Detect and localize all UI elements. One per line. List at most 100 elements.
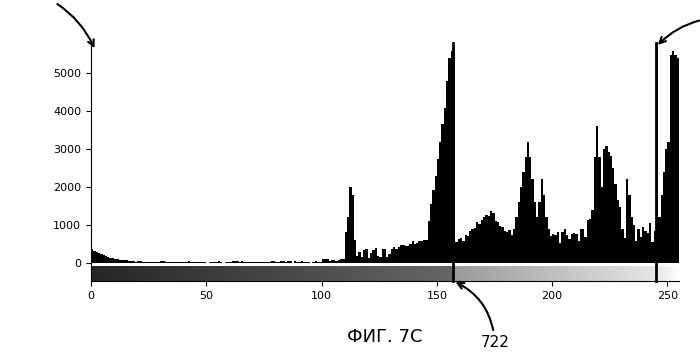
Bar xyxy=(128,261,130,263)
Bar xyxy=(514,266,516,281)
Bar xyxy=(97,266,98,281)
Bar xyxy=(309,266,310,281)
Bar xyxy=(125,266,127,281)
Bar xyxy=(170,266,172,281)
Bar xyxy=(415,266,416,281)
Bar xyxy=(307,266,308,281)
Bar xyxy=(629,194,631,263)
Bar xyxy=(658,266,659,281)
Bar xyxy=(147,266,148,281)
Bar xyxy=(308,262,310,263)
Bar xyxy=(150,266,152,281)
Bar xyxy=(640,266,641,281)
Bar xyxy=(232,266,233,281)
Bar xyxy=(525,266,526,281)
Bar xyxy=(539,266,540,281)
Bar xyxy=(284,266,285,281)
Bar xyxy=(335,261,337,263)
Bar xyxy=(379,266,380,281)
Bar xyxy=(369,266,370,281)
Bar xyxy=(368,258,370,263)
Bar xyxy=(276,262,278,263)
Bar xyxy=(109,266,111,281)
Bar xyxy=(382,266,383,281)
Bar xyxy=(377,266,378,281)
Bar xyxy=(199,266,200,281)
Bar xyxy=(248,262,250,263)
Bar xyxy=(314,266,315,281)
Bar xyxy=(550,236,552,263)
Bar xyxy=(299,266,300,281)
Bar xyxy=(121,260,123,263)
Bar xyxy=(656,47,658,263)
Bar xyxy=(426,266,428,281)
Bar xyxy=(164,262,167,263)
Bar xyxy=(232,261,234,263)
Bar xyxy=(163,266,164,281)
Bar xyxy=(522,266,523,281)
Bar xyxy=(649,224,651,263)
Bar xyxy=(112,258,114,263)
Bar xyxy=(358,266,360,281)
Bar xyxy=(354,240,356,263)
Bar xyxy=(220,262,223,263)
Bar xyxy=(577,266,578,281)
Bar xyxy=(116,266,118,281)
Bar xyxy=(104,266,105,281)
Bar xyxy=(655,266,656,281)
Bar xyxy=(407,246,410,263)
Bar xyxy=(526,266,527,281)
Bar xyxy=(131,266,132,281)
Bar xyxy=(416,243,419,263)
Bar xyxy=(679,66,681,263)
Bar xyxy=(481,220,483,263)
Bar xyxy=(529,157,531,263)
Bar xyxy=(329,266,330,281)
Bar xyxy=(424,266,425,281)
Bar xyxy=(500,266,501,281)
Bar xyxy=(401,266,402,281)
Bar xyxy=(243,266,244,281)
Bar xyxy=(92,266,93,281)
Bar xyxy=(354,266,355,281)
Bar xyxy=(563,266,564,281)
Bar xyxy=(374,248,377,263)
Bar xyxy=(640,237,642,263)
Bar xyxy=(579,266,580,281)
Bar xyxy=(456,266,457,281)
Bar xyxy=(152,266,153,281)
Bar xyxy=(259,266,260,281)
Bar xyxy=(169,266,170,281)
Bar xyxy=(129,266,130,281)
Bar xyxy=(672,266,673,281)
Bar xyxy=(356,256,358,263)
Bar xyxy=(588,266,589,281)
Bar xyxy=(587,266,588,281)
Bar xyxy=(566,266,568,281)
Bar xyxy=(444,266,446,281)
Bar xyxy=(410,266,412,281)
Bar xyxy=(664,266,665,281)
Bar xyxy=(494,266,495,281)
Bar xyxy=(174,262,176,263)
Bar xyxy=(460,238,462,263)
Bar xyxy=(538,266,539,281)
Bar xyxy=(608,152,610,263)
Bar xyxy=(625,266,626,281)
Bar xyxy=(455,242,458,263)
Text: 720: 720 xyxy=(23,0,94,46)
Bar xyxy=(425,266,426,281)
Bar xyxy=(524,157,527,263)
Bar xyxy=(496,266,498,281)
Bar xyxy=(331,266,332,281)
Bar xyxy=(540,179,543,263)
Bar xyxy=(193,261,195,263)
Bar xyxy=(665,266,666,281)
Bar xyxy=(274,266,276,281)
Bar xyxy=(333,266,335,281)
Bar xyxy=(217,266,218,281)
Bar xyxy=(554,235,556,263)
Bar xyxy=(462,266,463,281)
Bar xyxy=(360,266,361,281)
Bar xyxy=(612,168,615,263)
